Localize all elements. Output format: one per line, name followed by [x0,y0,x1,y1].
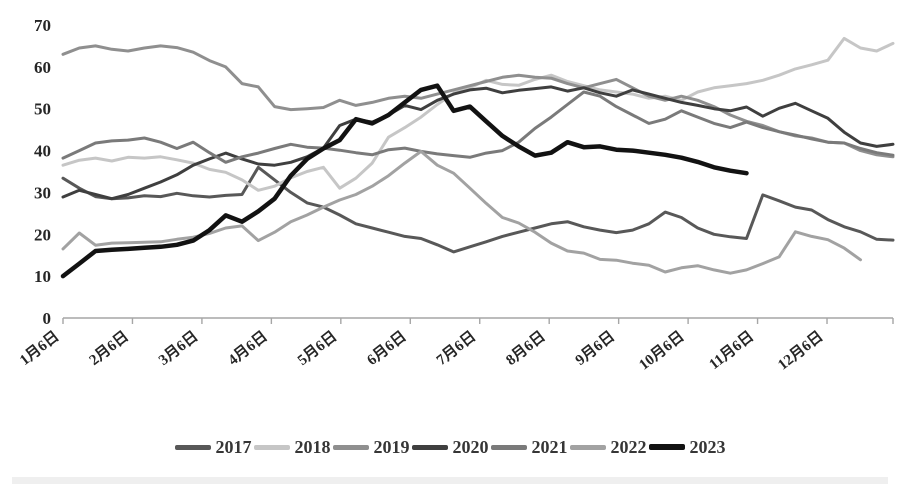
legend-swatch-2022 [569,444,606,450]
x-tick-label: 8月6日 [503,328,549,369]
series-line-2019 [61,44,895,159]
legend-item-2023: 2023 [648,437,726,457]
chart-canvas: 1月6日 2月6日 3月6日 4月6日 5月6日 6月6日 7月6日 8月6日 9月6日 10月6… [17,16,895,374]
x-tick-label: 9月6日 [572,328,618,369]
legend-swatch-2023 [648,444,685,450]
y-tick-label: 30 [34,183,51,202]
y-tick-label: 50 [34,100,51,119]
x-tick-label: 5月6日 [294,328,340,369]
legend-label-2023: 2023 [689,437,726,457]
x-tick-label: 3月6日 [155,328,201,369]
series-line-2023 [60,83,749,279]
x-tick-label: 7月6日 [433,328,479,369]
x-tick-label: 4月6日 [225,328,271,369]
legend-item-2021: 2021 [490,437,568,457]
series-line-2022 [61,149,862,275]
legend-label-2020: 2020 [452,437,489,457]
bottom-strip [12,477,888,484]
y-tick-label: 0 [43,309,52,328]
y-tick-label: 10 [34,267,51,286]
x-tick-label: 11月6日 [706,328,757,373]
legend-swatch-2021 [490,444,527,450]
series-line-2017 [61,165,895,254]
legend-label-2017: 2017 [215,437,252,457]
legend-swatch-2019 [332,444,369,450]
legend-item-2020: 2020 [411,437,489,457]
x-tick-label: 6月6日 [364,328,410,369]
legend-label-2018: 2018 [294,437,331,457]
series-line-2021 [61,90,895,164]
x-tick-label: 2月6日 [86,328,132,369]
legend-label-2019: 2019 [373,437,410,457]
y-tick-label: 60 [34,58,51,77]
x-tick-label: 1月6日 [17,328,63,369]
x-tick-label: 10月6日 [636,328,688,374]
legend-item-2019: 2019 [332,437,410,457]
chart-legend: 2017 2018 2019 2020 2021 2022 2023 [0,438,900,456]
legend-item-2017: 2017 [174,437,252,457]
legend-label-2021: 2021 [531,437,568,457]
x-tick-label: 12月6日 [775,328,827,374]
series-line-2020 [61,85,895,201]
legend-swatch-2018 [253,444,290,450]
y-tick-label: 70 [34,16,51,35]
y-tick-label: 20 [34,225,51,244]
legend-item-2022: 2022 [569,437,647,457]
legend-swatch-2017 [174,444,211,450]
y-tick-label: 40 [34,142,51,161]
legend-swatch-2020 [411,444,448,450]
legend-label-2022: 2022 [610,437,647,457]
legend-item-2018: 2018 [253,437,331,457]
